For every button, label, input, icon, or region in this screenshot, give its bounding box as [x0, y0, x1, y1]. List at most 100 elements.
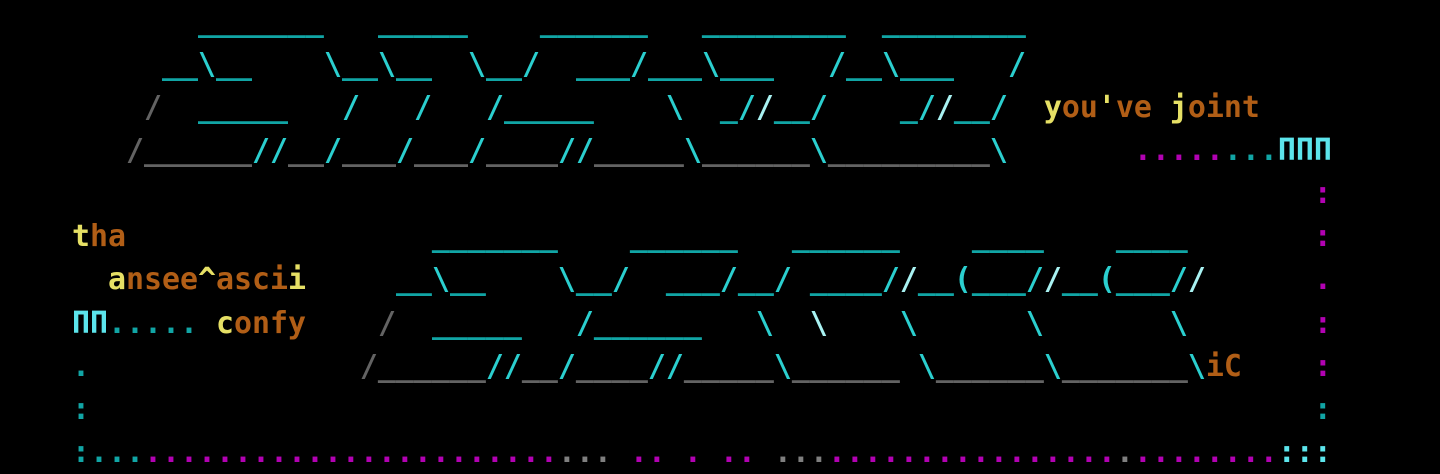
logo-shadow-stroke: _________: [827, 133, 990, 169]
artist-initials: iC: [1205, 348, 1242, 384]
pi-ornament-right: ΠΠΠ: [1277, 133, 1332, 169]
ascii-art-row: . /______//__/____//_____\______ \______…: [0, 345, 1440, 388]
spacer: [774, 47, 828, 82]
logo-stroke: \: [1043, 348, 1062, 384]
logo-stroke: /: [611, 262, 630, 298]
logo-stroke: __: [341, 47, 378, 83]
logo-stroke: /: [881, 262, 900, 298]
logo-stroke: \: [809, 133, 828, 169]
logo-stroke: /: [557, 348, 576, 384]
border-right: :: [1313, 348, 1332, 384]
spacer: [90, 349, 360, 384]
spacer: [0, 133, 126, 168]
ascii-art-row: ansee^ascii __\__ \__/ ___/__/ ____//__(…: [0, 258, 1440, 301]
logo-shadow-stroke: ______: [377, 348, 486, 384]
logo-stroke: \: [557, 262, 576, 298]
logo-top-stroke: ______: [629, 219, 738, 255]
spacer: [0, 262, 108, 297]
logo-shadow-stroke: ____: [485, 133, 558, 169]
text-tha: ha: [89, 219, 126, 255]
ascii-art-row: / _____ / / /_____ \ _//__/ _//__/ you'v…: [0, 86, 1440, 129]
spacer: [306, 306, 378, 341]
logo-stroke: __: [917, 262, 954, 298]
logo-shadow-stroke: ____: [575, 348, 648, 384]
logo-stroke: \: [323, 47, 342, 83]
text-youve-joint: ve: [1115, 90, 1152, 126]
spacer: [432, 90, 486, 125]
border-left: .: [71, 348, 90, 384]
logo-stroke: //: [647, 348, 684, 384]
spacer: [666, 435, 684, 470]
logo-shadow-stroke: _____: [593, 133, 684, 169]
logo-shadow-stroke: /: [143, 90, 162, 126]
logo-top-stroke: ________: [701, 4, 846, 39]
spacer: [792, 262, 810, 297]
logo-stroke: \: [899, 305, 918, 341]
logo-stroke: ___: [899, 47, 954, 83]
logo-top-stroke: ______: [539, 4, 648, 39]
logo-stroke: \: [377, 47, 396, 83]
logo-stroke: __: [953, 90, 990, 126]
border-right: .: [1313, 262, 1332, 298]
spacer: [1008, 133, 1134, 168]
logo-stroke: /: [395, 133, 414, 169]
spacer: [1008, 90, 1044, 125]
spacer: [324, 4, 378, 39]
border-bottom: .: [683, 434, 702, 470]
logo-stroke: _____: [431, 305, 522, 341]
logo-stroke: ___: [971, 262, 1026, 298]
logo-shadow-stroke: ______: [791, 348, 900, 384]
spacer: [900, 349, 918, 384]
spacer: [846, 4, 882, 39]
spacer: [1152, 90, 1170, 125]
text-youve-joint: y: [1043, 90, 1062, 126]
logo-stroke: /: [737, 90, 756, 126]
logo-stroke: __: [485, 47, 522, 83]
logo-stroke: /: [323, 133, 342, 169]
logo-stroke: \: [809, 305, 828, 341]
spacer: [684, 90, 720, 125]
ascii-art-row: __\__ \__\__ \__/ ___/___\___ /__\___ /: [0, 43, 1440, 86]
logo-stroke: ___: [665, 262, 720, 298]
ascii-art-row: ΠΠ..... confy / _____ /______ \ \ \ \ \ …: [0, 302, 1440, 345]
logo-stroke: ____: [809, 262, 882, 298]
dotted-divider: .....: [1133, 133, 1224, 169]
logo-stroke: /: [341, 90, 360, 126]
logo-stroke: \: [773, 348, 792, 384]
spacer: [1242, 349, 1314, 384]
logo-stroke: \: [467, 47, 486, 83]
spacer: [0, 47, 162, 82]
ascii-art-row: : :: [0, 388, 1440, 431]
logo-stroke: /: [575, 305, 594, 341]
logo-stroke: __: [161, 47, 198, 83]
logo-top-stroke: ____: [1115, 219, 1188, 255]
logo-stroke: //: [557, 133, 594, 169]
text-ansee-ascii: a: [107, 262, 126, 298]
border-bottom: .......................: [143, 434, 558, 470]
spacer: [360, 90, 414, 125]
ascii-art-row: tha _______ ______ ______ ____ ____ :: [0, 215, 1440, 258]
border-right: :: [1313, 305, 1332, 341]
logo-stroke: ___: [575, 47, 630, 83]
logo-stroke: \: [431, 262, 450, 298]
logo-stroke: /: [629, 47, 648, 83]
border-right: :: [1313, 176, 1332, 212]
spacer: [738, 219, 792, 254]
spacer: [702, 306, 756, 341]
logo-stroke: /: [413, 90, 432, 126]
spacer: [828, 306, 900, 341]
spacer: [198, 306, 216, 341]
border-bottom: ..: [629, 434, 666, 470]
spacer: [0, 90, 144, 125]
text-youve-joint: oint: [1187, 90, 1260, 126]
logo-shadow-stroke: _______: [1061, 348, 1188, 384]
logo-shadow-stroke: __: [521, 348, 558, 384]
logo-stroke: //: [485, 348, 522, 384]
logo-stroke: /: [1187, 262, 1206, 298]
spacer: [702, 435, 720, 470]
spacer: [432, 47, 468, 82]
logo-stroke: /: [935, 90, 954, 126]
logo-shadow-stroke: ______: [701, 133, 810, 169]
logo-top-stroke: ________: [881, 4, 1026, 39]
